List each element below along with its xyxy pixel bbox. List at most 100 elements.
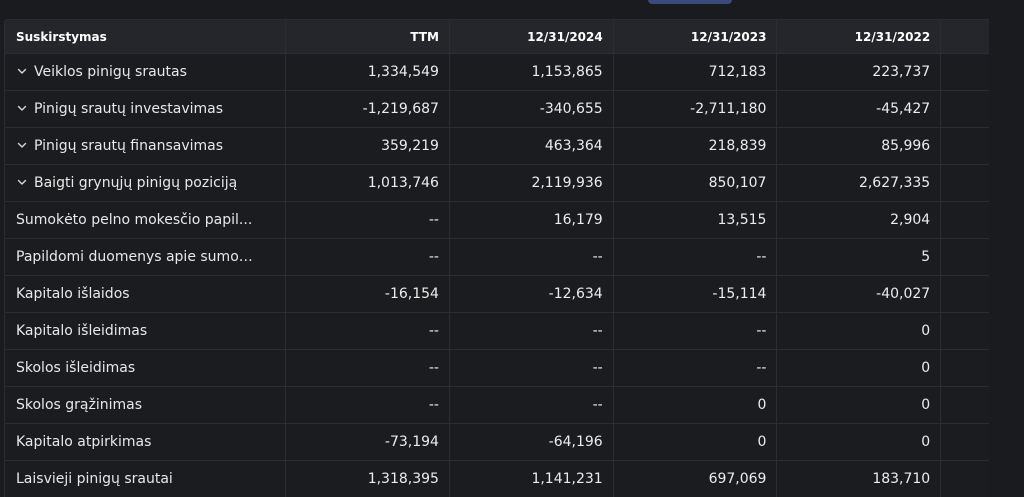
value-cell: 16,179	[449, 202, 613, 239]
chevron-down-icon[interactable]	[16, 139, 28, 151]
value-cell: 463,364	[449, 128, 613, 165]
value-cell: -12,	[941, 276, 989, 313]
value-cell: --	[449, 313, 613, 350]
value-cell: -397,	[941, 91, 989, 128]
value-cell: 0	[613, 387, 777, 424]
row-label-cell: Sumokėto pelno mokesčio papil...	[5, 202, 286, 239]
value-cell: 850,107	[613, 165, 777, 202]
value-cell: 1,318,395	[286, 461, 450, 497]
row-label-cell: Laisvieji pinigų srautai	[5, 461, 286, 497]
row-label-cell[interactable]: Veiklos pinigų srautas	[5, 54, 286, 91]
table-row[interactable]: Pinigų srautų investavimas-1,219,687-340…	[5, 91, 989, 128]
value-cell: -64,196	[449, 424, 613, 461]
row-label: Kapitalo išleidimas	[16, 323, 147, 339]
value-cell: 85,996	[777, 128, 941, 165]
row-label: Pinigų srautų investavimas	[34, 101, 223, 117]
row-label-cell: Skolos išleidimas	[5, 350, 286, 387]
row-label-cell[interactable]: Baigti grynųjų pinigų poziciją	[5, 165, 286, 202]
value-cell: 1,141,231	[449, 461, 613, 497]
row-label: Laisvieji pinigų srautai	[16, 471, 173, 487]
value-cell: 712,183	[613, 54, 777, 91]
value-cell: 1,013,746	[286, 165, 450, 202]
column-header-breakdown: Suskirstymas	[5, 20, 286, 54]
value-cell: -340,655	[449, 91, 613, 128]
value-cell: 359,219	[286, 128, 450, 165]
value-cell: --	[286, 350, 450, 387]
chevron-down-icon[interactable]	[16, 176, 28, 188]
row-label-cell: Skolos grąžinimas	[5, 387, 286, 424]
value-cell: --	[613, 239, 777, 276]
value-cell: 0	[777, 387, 941, 424]
value-cell: 2,627,335	[777, 165, 941, 202]
value-cell: -2,711,180	[613, 91, 777, 128]
value-cell: -45,427	[777, 91, 941, 128]
active-tab-indicator[interactable]	[648, 0, 732, 4]
value-cell	[941, 424, 989, 461]
column-header-period[interactable]: 12/31/2024	[449, 20, 613, 54]
table-row: Skolos išleidimas------0	[5, 350, 989, 387]
value-cell: -200,	[941, 387, 989, 424]
chevron-down-icon[interactable]	[16, 102, 28, 114]
column-header-period[interactable]: TTM	[286, 20, 450, 54]
value-cell: -12,634	[449, 276, 613, 313]
value-cell: 223,737	[777, 54, 941, 91]
value-cell: --	[449, 387, 613, 424]
row-label: Veiklos pinigų srautas	[34, 64, 187, 80]
value-cell: 218,839	[613, 128, 777, 165]
value-cell: 1	[941, 239, 989, 276]
value-cell: 2,119,936	[449, 165, 613, 202]
value-cell: 0	[777, 424, 941, 461]
row-label: Skolos grąžinimas	[16, 397, 142, 413]
column-header-period[interactable]: 12/31/2023	[613, 20, 777, 54]
value-cell: --	[449, 350, 613, 387]
value-cell: 183,710	[777, 461, 941, 497]
row-label: Kapitalo atpirkimas	[16, 434, 151, 450]
row-label: Kapitalo išlaidos	[16, 286, 130, 302]
row-label: Baigti grynųjų pinigų poziciją	[34, 175, 237, 191]
value-cell: 0	[777, 313, 941, 350]
value-cell: --	[286, 387, 450, 424]
table-row: Kapitalo išlaidos-16,154-12,634-15,114-4…	[5, 276, 989, 313]
row-label-cell[interactable]: Pinigų srautų investavimas	[5, 91, 286, 128]
value-cell: --	[286, 239, 450, 276]
row-label: Skolos išleidimas	[16, 360, 135, 376]
row-label-cell[interactable]: Pinigų srautų finansavimas	[5, 128, 286, 165]
row-label: Pinigų srautų finansavimas	[34, 138, 223, 154]
value-cell: 5	[777, 239, 941, 276]
value-cell: --	[286, 202, 450, 239]
value-cell: 2,360,	[941, 165, 989, 202]
column-header-period[interactable]: 12/31/2021	[941, 20, 989, 54]
table-row: Sumokėto pelno mokesčio papil... --16,179…	[5, 202, 989, 239]
value-cell: 321,	[941, 461, 989, 497]
row-label-cell: Kapitalo išleidimas	[5, 313, 286, 350]
row-label: Sumokėto pelno mokesčio papil...	[16, 212, 252, 228]
value-cell: 333,	[941, 54, 989, 91]
row-label-cell: Papildomi duomenys apie sumok...	[5, 239, 286, 276]
value-cell: -15,114	[613, 276, 777, 313]
value-cell: -40,027	[777, 276, 941, 313]
value-cell: 300,	[941, 128, 989, 165]
value-cell: -73,194	[286, 424, 450, 461]
value-cell: 13,515	[613, 202, 777, 239]
value-cell: 1,153,865	[449, 54, 613, 91]
value-cell: --	[286, 313, 450, 350]
value-cell: --	[449, 239, 613, 276]
value-cell	[941, 313, 989, 350]
value-cell: 4,	[941, 202, 989, 239]
chevron-down-icon[interactable]	[16, 65, 28, 77]
value-cell: 0	[613, 424, 777, 461]
value-cell: 2,904	[777, 202, 941, 239]
value-cell: 1,334,549	[286, 54, 450, 91]
value-cell: --	[613, 313, 777, 350]
table-row: Kapitalo išleidimas------0	[5, 313, 989, 350]
value-cell: 0	[777, 350, 941, 387]
column-header-period[interactable]: 12/31/2022	[777, 20, 941, 54]
table-row: Papildomi duomenys apie sumok...------51	[5, 239, 989, 276]
